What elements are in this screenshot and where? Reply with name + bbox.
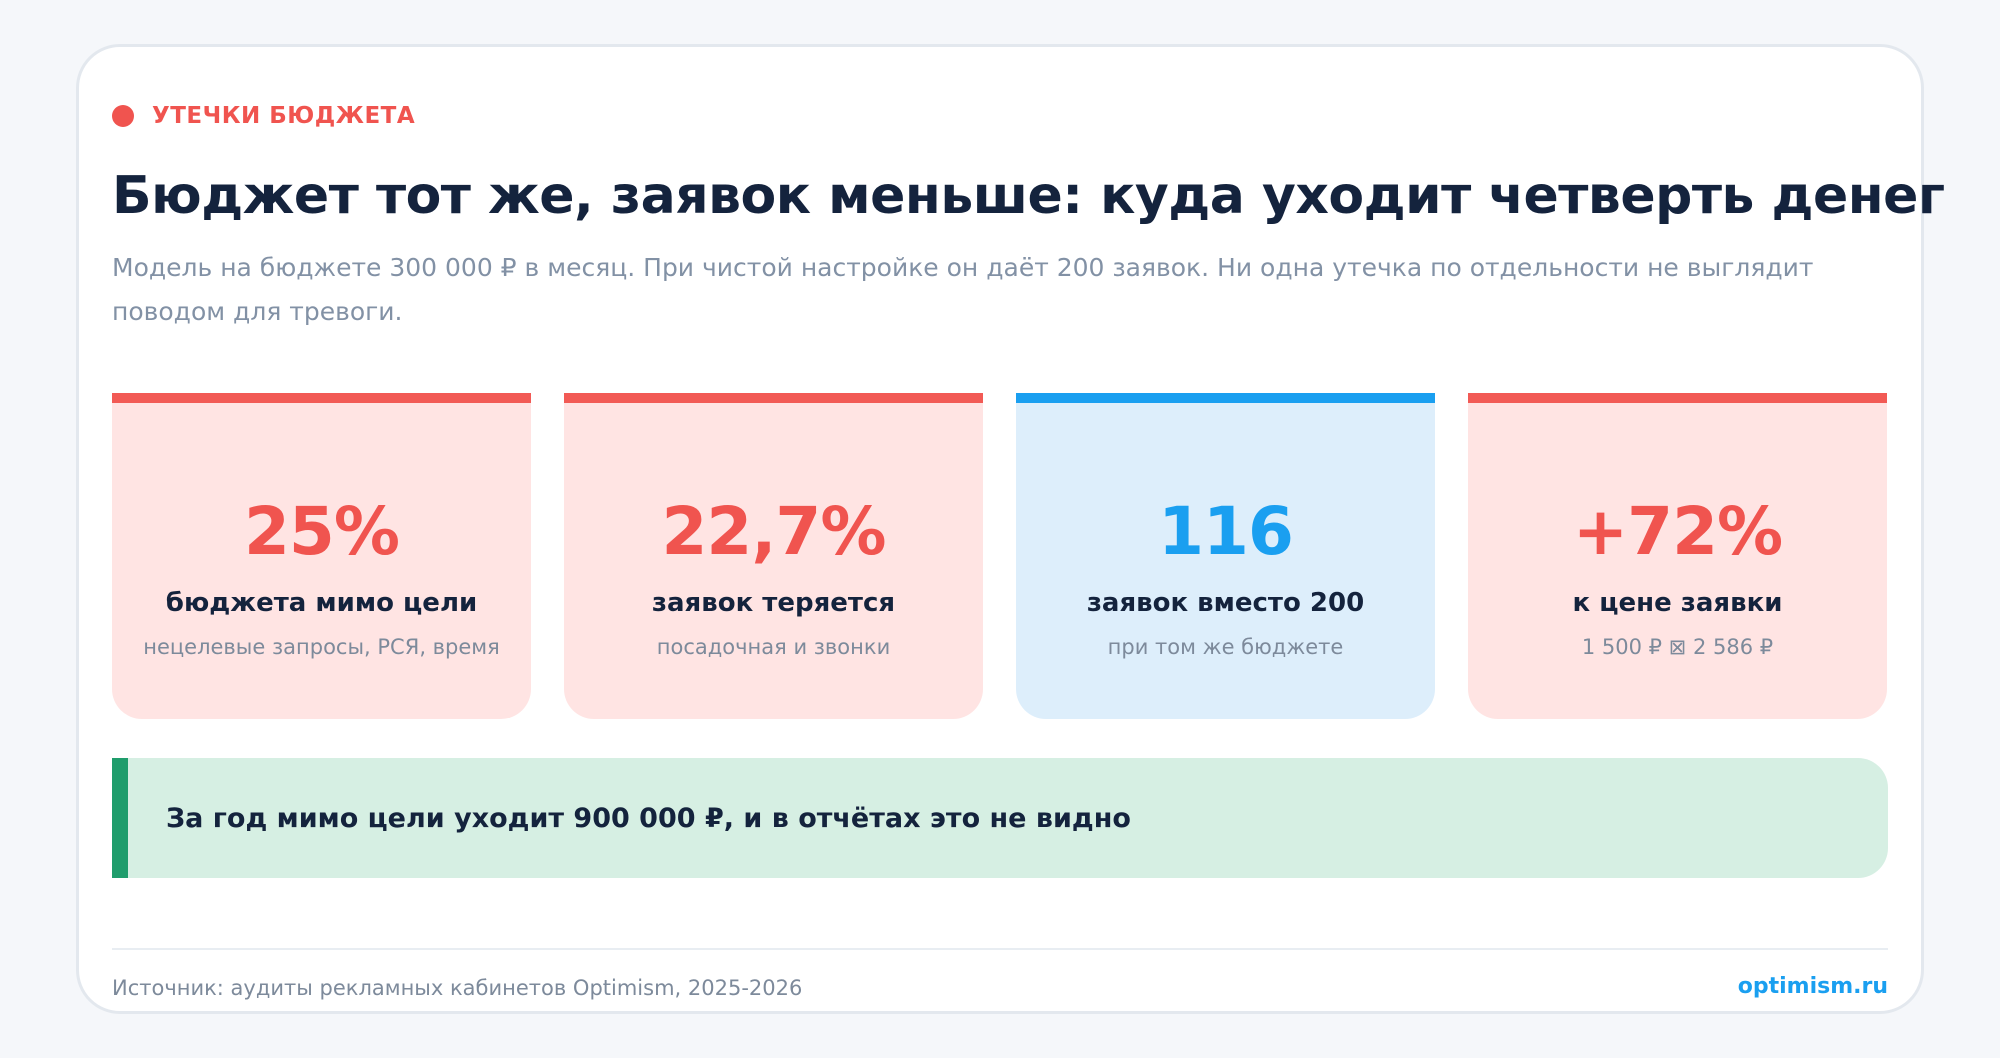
stat-label: заявок вместо 200 — [1086, 588, 1365, 618]
stat-note: при том же бюджете — [1107, 635, 1344, 659]
stat-note: нецелевые запросы, РСЯ, время — [143, 635, 500, 659]
stat-label: бюджета мимо цели — [165, 588, 478, 618]
stat-card-leads-count: 116 заявок вместо 200 при том же бюджете — [1016, 393, 1435, 719]
red-dot-icon — [112, 105, 134, 127]
stat-value: 22,7% — [661, 493, 887, 570]
stat-accent-bar — [1468, 393, 1887, 403]
source-note: Источник: аудиты рекламных кабинетов Opt… — [112, 976, 803, 1000]
stat-label: к цене заявки — [1572, 588, 1783, 618]
footer-divider — [112, 948, 1888, 950]
stat-card-budget-waste: 25% бюджета мимо цели нецелевые запросы,… — [112, 393, 531, 719]
callout-text: За год мимо цели уходит 900 000 ₽, и в о… — [166, 802, 1131, 834]
stat-note: посадочная и звонки — [656, 635, 891, 659]
stat-value: 25% — [244, 493, 400, 570]
stat-accent-bar — [1016, 393, 1435, 403]
stat-value: +72% — [1572, 493, 1783, 570]
stat-card-leads-lost: 22,7% заявок теряется посадочная и звонк… — [564, 393, 983, 719]
eyebrow-label: УТЕЧКИ БЮДЖЕТА — [152, 103, 416, 129]
stat-accent-bar — [112, 393, 531, 403]
eyebrow: УТЕЧКИ БЮДЖЕТА — [112, 103, 415, 129]
stat-value: 116 — [1158, 493, 1294, 570]
stat-accent-bar — [564, 393, 983, 403]
page-title: Бюджет тот же, заявок меньше: куда уходи… — [112, 166, 1945, 226]
summary-callout: За год мимо цели уходит 900 000 ₽, и в о… — [112, 758, 1888, 878]
stat-label: заявок теряется — [651, 588, 896, 618]
page-subtitle: Модель на бюджете 300 000 ₽ в месяц. При… — [112, 253, 1814, 326]
stat-note: 1 500 ₽ ⊠ 2 586 ₽ — [1581, 635, 1774, 659]
site-link[interactable]: optimism.ru — [1737, 974, 1888, 999]
stat-card-lead-cost: +72% к цене заявки 1 500 ₽ ⊠ 2 586 ₽ — [1468, 393, 1887, 719]
